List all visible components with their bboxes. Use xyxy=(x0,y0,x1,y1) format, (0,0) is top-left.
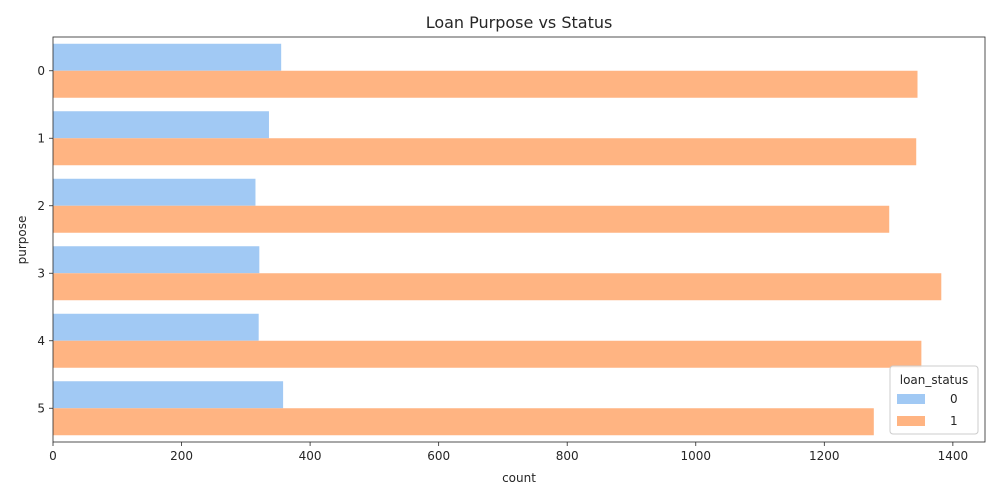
bar-purpose-5-status-0 xyxy=(53,381,284,409)
y-axis: 0 1 2 3 4 5 xyxy=(37,64,53,415)
plot-area xyxy=(52,36,986,443)
x-tick-label: 200 xyxy=(170,449,193,463)
y-axis-label: purpose xyxy=(15,216,29,265)
legend-items: 01 xyxy=(897,392,958,428)
x-tick-label: 400 xyxy=(299,449,322,463)
bar-purpose-1-status-0 xyxy=(53,111,269,139)
y-tick-label: 3 xyxy=(37,266,45,280)
legend: loan_status 01 xyxy=(889,365,979,435)
y-tick-label: 0 xyxy=(37,64,45,78)
legend-swatch-0 xyxy=(897,394,925,404)
bar-purpose-0-status-0 xyxy=(53,43,282,71)
bars xyxy=(53,43,942,436)
bar-purpose-2-status-1 xyxy=(53,205,890,233)
x-tick-label: 600 xyxy=(427,449,450,463)
bar-purpose-4-status-1 xyxy=(53,340,922,368)
bar-purpose-4-status-0 xyxy=(53,313,259,341)
y-tick-label: 5 xyxy=(37,401,45,415)
bar-purpose-1-status-1 xyxy=(53,138,917,166)
bar-purpose-5-status-1 xyxy=(53,408,874,436)
bar-purpose-3-status-1 xyxy=(53,273,942,301)
bar-purpose-2-status-0 xyxy=(53,178,256,206)
chart-title: Loan Purpose vs Status xyxy=(426,13,613,32)
x-tick-label: 1000 xyxy=(680,449,711,463)
y-tick-label: 1 xyxy=(37,131,45,145)
y-tick-label: 2 xyxy=(37,199,45,213)
legend-label-1: 1 xyxy=(950,414,958,428)
x-tick-label: 1200 xyxy=(809,449,840,463)
x-tick-label: 1400 xyxy=(938,449,969,463)
bar-purpose-0-status-1 xyxy=(53,70,918,98)
bar-purpose-3-status-0 xyxy=(53,246,260,274)
plot-frame xyxy=(52,36,986,443)
y-tick-label: 4 xyxy=(37,334,45,348)
x-tick-label: 800 xyxy=(556,449,579,463)
legend-label-0: 0 xyxy=(950,392,958,406)
legend-swatch-1 xyxy=(897,416,925,426)
x-tick-label: 0 xyxy=(49,449,57,463)
x-axis-label: count xyxy=(502,471,536,485)
x-axis: 0 200 400 600 800 1000 1200 1400 xyxy=(49,442,968,463)
legend-title: loan_status xyxy=(900,373,969,387)
